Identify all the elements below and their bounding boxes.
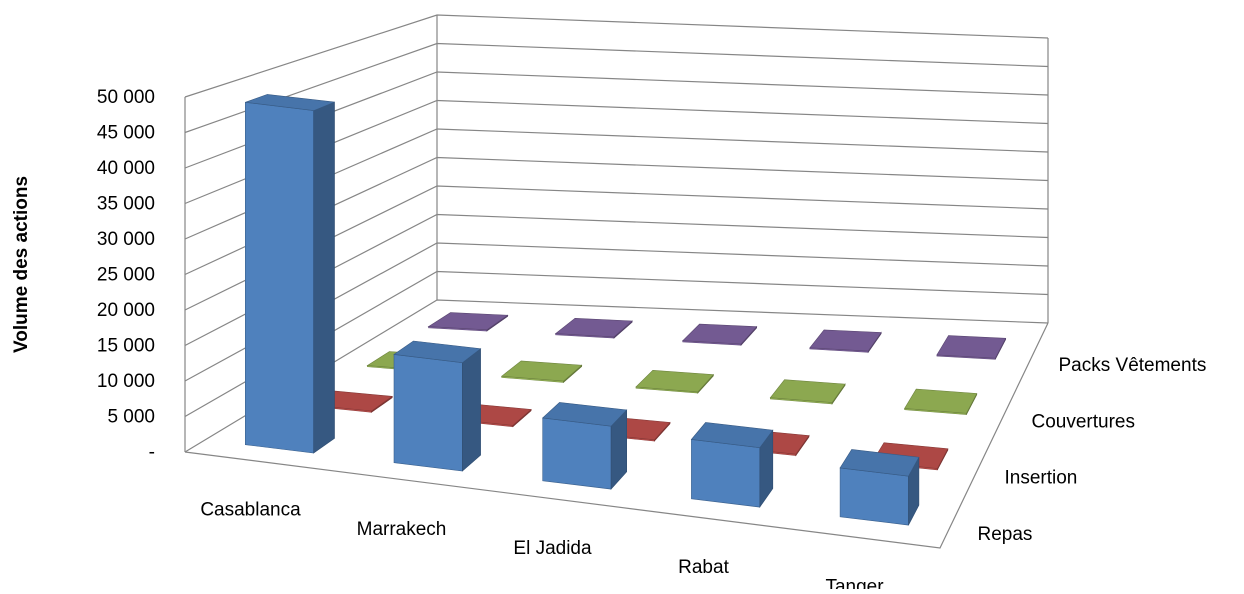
- bar-packs-vêtements-0: [427, 312, 509, 332]
- bar-top: [682, 323, 758, 345]
- bar-top: [809, 329, 882, 352]
- bar-front: [691, 439, 761, 508]
- x-category-label: Rabat: [678, 557, 729, 578]
- y-tick-label: 35 000: [97, 194, 155, 215]
- bar-front: [393, 354, 463, 472]
- bar-couvertures-4: [904, 388, 978, 415]
- x-category-label: Marrakech: [357, 519, 447, 540]
- bar-top: [769, 379, 846, 403]
- gridline: [184, 14, 1049, 98]
- bar-front: [542, 417, 612, 490]
- y-tick-label: 20 000: [97, 300, 155, 321]
- series-depth-label: Repas: [978, 524, 1033, 545]
- bar-packs-vêtements-4: [936, 335, 1007, 360]
- chart-bars: [245, 94, 1007, 526]
- y-tick-label: 10 000: [97, 371, 155, 392]
- bar-side: [462, 348, 481, 472]
- y-tick-label: 45 000: [97, 123, 155, 144]
- bar-top: [393, 340, 482, 364]
- bar-repas-4: [839, 449, 920, 526]
- y-tick-label: 40 000: [97, 158, 155, 179]
- y-tick-label: 15 000: [97, 336, 155, 357]
- bar-front: [839, 467, 909, 526]
- y-tick-label: 50 000: [97, 87, 155, 108]
- bar-couvertures-2: [635, 369, 715, 394]
- y-tick-label: 25 000: [97, 265, 155, 286]
- bar-top: [554, 317, 633, 338]
- y-tick-label: -: [149, 442, 155, 463]
- bar-top: [904, 388, 978, 414]
- bar-top: [500, 360, 583, 382]
- y-tick-label: 30 000: [97, 229, 155, 250]
- bar-top: [839, 449, 920, 477]
- bar-top: [936, 335, 1007, 359]
- x-category-label: El Jadida: [513, 538, 592, 559]
- bar-front: [245, 101, 315, 454]
- series-depth-label: Insertion: [1005, 468, 1078, 489]
- bar-packs-vêtements-2: [682, 323, 758, 346]
- bar-packs-vêtements-3: [809, 329, 882, 354]
- bar-packs-vêtements-1: [554, 317, 633, 339]
- bar-top: [542, 402, 628, 427]
- bar-side: [313, 101, 335, 454]
- bar-repas-0: [245, 94, 335, 454]
- bar-couvertures-1: [500, 360, 583, 384]
- y-axis-label: Volume des actions: [11, 176, 32, 353]
- y-tick-label: 5 000: [107, 407, 155, 428]
- bar-couvertures-3: [769, 379, 846, 405]
- bar-repas-3: [690, 422, 774, 509]
- bar-top: [690, 422, 774, 449]
- bar-repas-1: [393, 340, 482, 472]
- bar-top: [635, 369, 715, 393]
- x-category-label: Casablanca: [200, 500, 301, 521]
- floor-edge: [184, 322, 1049, 549]
- bar-top: [427, 312, 509, 331]
- series-depth-label: Couvertures: [1032, 411, 1136, 432]
- x-category-label: Tanger: [825, 576, 884, 589]
- series-depth-label: Packs Vêtements: [1059, 355, 1207, 376]
- bar-top: [245, 94, 335, 111]
- bar-repas-2: [542, 402, 628, 490]
